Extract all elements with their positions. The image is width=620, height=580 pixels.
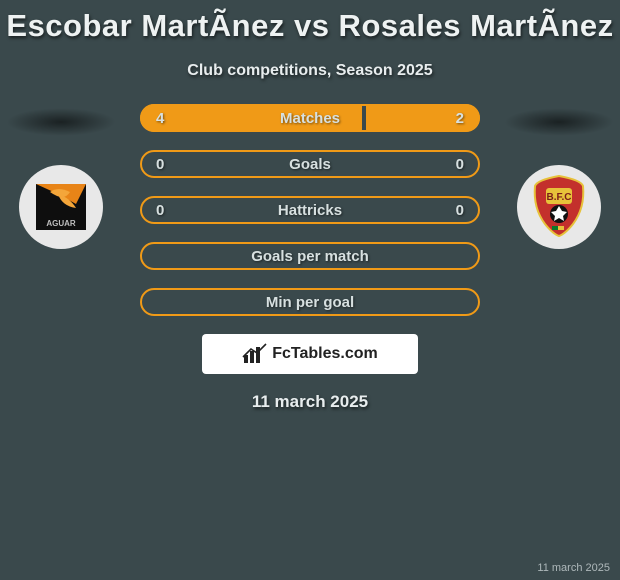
shadow-left [6,108,116,136]
svg-text:B.F.C: B.F.C [547,192,572,203]
team-logo-left: AGUAR [18,164,104,250]
brand-box: FcTables.com [202,334,418,374]
stat-bars: 4 Matches 2 0 Goals 0 0 Hattricks 0 Goal… [140,104,480,316]
bar-min-per-goal-label: Min per goal [266,294,354,311]
bar-hattricks-label: Hattricks [278,202,342,219]
shadow-right [504,108,614,136]
bar-goals-right-value: 0 [456,156,464,173]
bar-min-per-goal: Min per goal [140,288,480,316]
bar-goals-left-value: 0 [156,156,164,173]
bar-goals-per-match: Goals per match [140,242,480,270]
bar-goals-per-match-label: Goals per match [251,248,369,265]
bar-matches-right-value: 2 [456,110,464,127]
bar-matches-left-value: 4 [156,110,164,127]
svg-text:AGUAR: AGUAR [46,219,76,228]
bar-goals: 0 Goals 0 [140,150,480,178]
bar-chart-icon [242,343,268,365]
jaguares-icon: AGUAR [18,164,104,250]
team-logo-right: B.F.C [516,164,602,250]
comparison-panel: AGUAR B.F.C 4 Matches 2 0 Goals 0 [0,104,620,412]
bar-goals-label: Goals [289,156,331,173]
bar-hattricks-right-value: 0 [456,202,464,219]
brand-text: FcTables.com [272,345,378,363]
date-bottom: 11 march 2025 [537,562,610,574]
bar-hattricks-left-value: 0 [156,202,164,219]
subtitle: Club competitions, Season 2025 [0,62,620,80]
bar-matches-label: Matches [280,110,340,127]
bar-hattricks: 0 Hattricks 0 [140,196,480,224]
page-title: Escobar MartÃ­nez vs Rosales MartÃ­nez [0,0,620,44]
date-main: 11 march 2025 [0,392,620,412]
bfc-shield-icon: B.F.C [516,164,602,250]
bar-matches: 4 Matches 2 [140,104,480,132]
